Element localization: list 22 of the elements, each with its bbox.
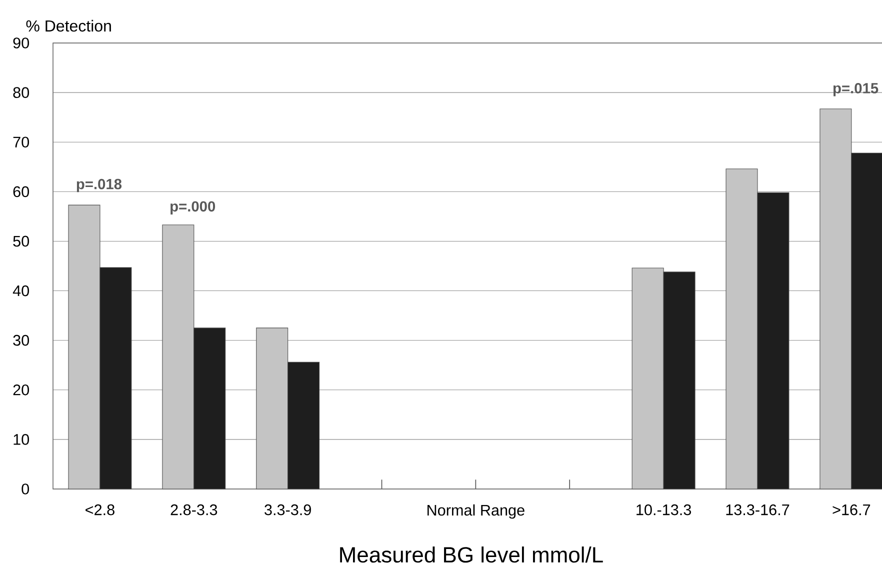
y-tick-label: 70: [13, 136, 30, 148]
y-tick-label: 30: [13, 334, 30, 346]
x-tick-label: <2.8: [86, 504, 114, 516]
y-tick-label: 0: [22, 484, 30, 494]
x-tick-label: 10.-13.3: [636, 504, 691, 516]
x-tick-label: >16.7: [832, 504, 870, 516]
x-tick-label: 2.8-3.3: [170, 504, 218, 516]
annotation: p=.018: [76, 178, 122, 192]
y-axis-title: % Detection: [26, 20, 111, 32]
x-axis-title: Measured BG level mmol/L: [340, 546, 603, 563]
y-tick-label: 50: [13, 236, 30, 247]
y-tick-label: 90: [13, 38, 30, 48]
y-tick-label: 60: [13, 186, 30, 198]
annotation: p=.000: [170, 201, 216, 214]
y-tick-label: 20: [13, 384, 30, 396]
annotation: p=.015: [833, 83, 878, 96]
y-tick-label: 10: [14, 434, 30, 445]
y-tick-label: 40: [12, 285, 30, 296]
x-tick-label: Normal Range: [428, 504, 524, 519]
x-tick-label: 3.3-3.9: [264, 504, 311, 516]
x-tick-label: 13.3-16.7: [726, 504, 790, 516]
y-tick-label: 80: [13, 87, 30, 98]
